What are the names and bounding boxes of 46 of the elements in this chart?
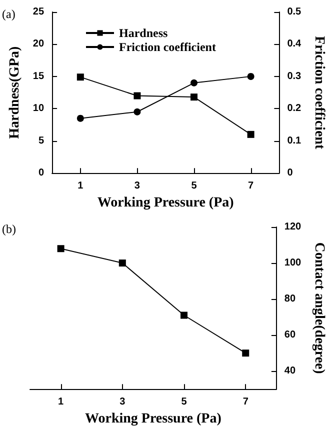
y2-tick-label: 100	[284, 258, 302, 269]
y2-axis-title: Friction coefficient	[312, 36, 326, 150]
legend-label: Hardness	[119, 26, 168, 40]
y2-tick-label: 0.3	[287, 70, 302, 82]
y2-axis-title: Contact angle(degree)	[312, 242, 326, 374]
point	[190, 79, 198, 86]
x-tick-label: 5	[191, 180, 198, 192]
point	[57, 245, 64, 252]
y2-tick-label: 40	[284, 366, 296, 377]
x-tick-label: 7	[242, 396, 249, 408]
y2-tick-label: 0.2	[287, 103, 302, 114]
y2-tick-label: 120	[284, 222, 302, 232]
x-tick-label: 3	[120, 396, 126, 408]
y-axis-title: Hardness(GPa)	[8, 46, 22, 139]
x-tick-label: 7	[248, 180, 254, 192]
point	[134, 108, 141, 116]
x-tick-label: 3	[134, 180, 140, 192]
x-axis-title: Working Pressure (Pa)	[97, 196, 234, 210]
point	[180, 312, 188, 319]
point	[76, 74, 84, 81]
point	[190, 94, 198, 101]
y-tick-label: 5	[38, 135, 44, 146]
x-tick-label: 1	[58, 396, 64, 408]
y2-tick-label: 0.4	[287, 38, 302, 50]
point	[247, 130, 254, 138]
y2-tick-label: 0.1	[287, 135, 302, 146]
point	[242, 350, 250, 357]
text: (b)	[2, 222, 16, 236]
y-tick-label: 10	[32, 103, 44, 114]
y-tick-label: 25	[32, 6, 44, 18]
point	[134, 92, 141, 100]
text: (a)	[2, 7, 16, 21]
point	[76, 114, 84, 122]
x-tick-label: 5	[181, 396, 188, 408]
point	[247, 72, 254, 80]
x-tick-label: 1	[78, 180, 84, 192]
y2-tick-label: 0.5	[287, 6, 302, 18]
y-tick-label: 20	[32, 38, 44, 50]
y2-tick-label: 80	[284, 294, 296, 305]
y-tick-label: 15	[32, 70, 44, 82]
legend-label: Friction coefficient	[119, 40, 216, 54]
x-axis-title: Working Pressure (Pa)	[85, 412, 222, 426]
y2-tick-label: 0	[287, 168, 294, 179]
point	[118, 260, 126, 267]
y-tick-label: 0	[38, 168, 44, 179]
y2-tick-label: 60	[284, 330, 296, 341]
